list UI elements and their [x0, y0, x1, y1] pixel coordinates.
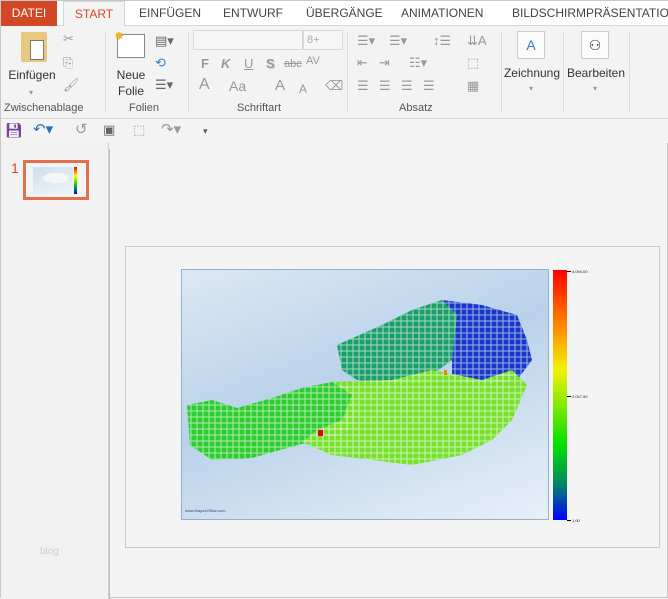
tab-animations[interactable]: ANIMATIONEN — [401, 6, 484, 20]
align-left-icon[interactable]: ☰ — [357, 78, 369, 93]
shadow-button[interactable]: S — [266, 56, 275, 71]
legend-mid-label: 2.047,50 — [572, 394, 588, 399]
clear-formatting-icon[interactable]: ⌫ — [325, 78, 344, 93]
font-color-button[interactable]: A — [199, 76, 210, 93]
paste-button[interactable]: Einfügen — [8, 68, 56, 82]
group-label-font: Schriftart — [237, 102, 282, 114]
redo-icon[interactable]: ↷▾ — [161, 121, 182, 138]
ribbon: Einfügen ▾ ✂ ⎘ 🖌 Zwischenablage ✸ Neue F… — [1, 26, 668, 119]
align-center-icon[interactable]: ☰ — [379, 78, 391, 93]
copy-icon[interactable]: ⎘ — [63, 55, 74, 70]
font-size-combo[interactable]: 8+ — [303, 30, 343, 50]
shrink-font-button[interactable]: A — [299, 82, 308, 96]
change-case-button[interactable]: Aa — [229, 78, 247, 94]
decrease-indent-icon[interactable]: ⇤ — [357, 55, 368, 70]
color-scale-bar — [553, 270, 567, 520]
slideshow-start-icon[interactable]: ▣ — [103, 122, 116, 137]
tab-design[interactable]: ENTWURF — [223, 6, 283, 20]
text-direction-icon[interactable]: ⇊A — [467, 33, 487, 48]
strikethrough-button[interactable]: abc — [284, 58, 302, 70]
justify-icon[interactable]: ☰ — [423, 78, 435, 93]
italic-button[interactable]: K — [221, 56, 231, 71]
slide-thumbnail[interactable] — [23, 160, 89, 200]
austria-map — [187, 300, 532, 465]
grow-font-button[interactable]: A — [275, 77, 286, 94]
cut-icon[interactable]: ✂ — [63, 31, 74, 46]
paste-icon[interactable] — [21, 32, 47, 62]
group-label-clipboard: Zwischenablage — [4, 102, 84, 114]
new-slide-button-label[interactable]: Folie — [117, 84, 144, 98]
increase-indent-icon[interactable]: ⇥ — [379, 55, 390, 70]
tab-insert[interactable]: EINFÜGEN — [139, 6, 202, 20]
chevron-down-icon[interactable]: ▾ — [529, 84, 534, 93]
chevron-down-icon[interactable]: ▾ — [593, 84, 598, 93]
underline-button[interactable]: U — [244, 56, 254, 71]
thumbnail-number: 1 — [11, 160, 19, 176]
map-credit: www.Maps4Office.com — [185, 508, 226, 513]
section-icon[interactable]: ☰▾ — [155, 77, 174, 92]
tab-start[interactable]: START — [63, 1, 125, 27]
ribbon-tabs: DATEI START EINFÜGEN ENTWURF ÜBERGÄNGE A… — [1, 1, 668, 27]
save-icon[interactable]: 💾︎ — [5, 122, 23, 138]
font-name-combo[interactable] — [193, 30, 303, 50]
columns-icon[interactable]: ☷▾ — [409, 55, 428, 70]
slide-thumbnail-panel: 1 blog — [1, 143, 109, 599]
map-hotspot — [444, 370, 447, 375]
quick-access-toolbar: 💾︎ ↶▾ ↺ ▣ ⬚ ↷▾ ▾ — [1, 119, 668, 143]
numbering-icon[interactable]: ☰▾ — [389, 33, 408, 48]
tab-transitions[interactable]: ÜBERGÄNGE — [306, 6, 383, 20]
chevron-down-icon[interactable]: ▾ — [29, 88, 34, 97]
tab-slideshow[interactable]: BILDSCHIRMPRÄSENTATION — [512, 6, 668, 20]
reset-icon[interactable]: ⟲ — [155, 55, 166, 70]
panel-watermark: blog — [40, 546, 59, 557]
align-right-icon[interactable]: ☰ — [401, 78, 413, 93]
bullets-icon[interactable]: ☰▾ — [357, 33, 376, 48]
customize-toolbar-icon[interactable]: ▾ — [203, 126, 208, 136]
repeat-icon[interactable]: ↺ — [75, 121, 88, 138]
char-spacing-button[interactable]: AV — [306, 55, 320, 67]
austria-map-image[interactable]: www.Maps4Office.com — [181, 269, 549, 520]
format-painter-icon[interactable]: 🖌 — [63, 77, 80, 92]
binoculars-icon[interactable]: ⚇ — [581, 31, 609, 59]
undo-icon[interactable]: ↶▾ — [33, 121, 54, 138]
bold-button[interactable]: F — [201, 56, 209, 71]
legend-max-label: 4.094,00 — [572, 269, 588, 274]
editing-button[interactable]: Bearbeiten — [566, 66, 626, 80]
group-label-slides: Folien — [129, 102, 159, 114]
align-text-icon[interactable]: ⬚ — [467, 55, 480, 70]
select-icon[interactable]: ⬚ — [133, 122, 146, 137]
smartart-icon[interactable]: ▦ — [467, 78, 480, 93]
group-label-paragraph: Absatz — [399, 102, 433, 114]
legend-min-label: 1,00 — [572, 518, 580, 523]
layout-icon[interactable]: ▤▾ — [155, 33, 174, 48]
line-spacing-icon[interactable]: ↕☰ — [433, 33, 452, 48]
map-hotspot — [318, 430, 323, 436]
tab-file[interactable]: DATEI — [1, 1, 57, 26]
drawing-icon[interactable]: A — [517, 31, 545, 59]
new-slide-button[interactable]: Neue — [116, 68, 146, 82]
new-slide-icon[interactable]: ✸ — [114, 29, 145, 58]
drawing-button[interactable]: Zeichnung — [503, 66, 561, 80]
